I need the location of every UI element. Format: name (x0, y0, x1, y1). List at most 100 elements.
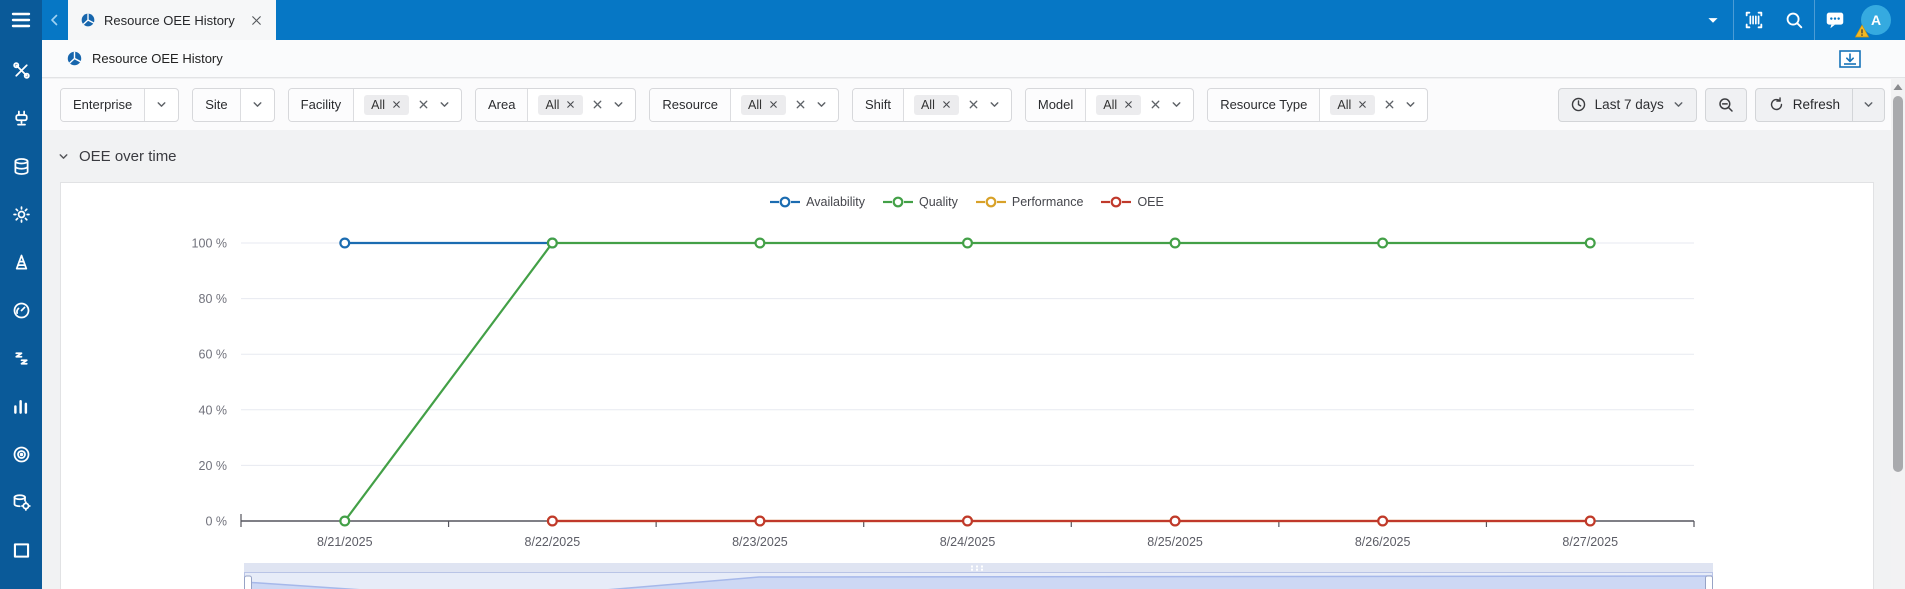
clear-filter-icon[interactable] (591, 98, 604, 111)
chevron-down-icon (815, 98, 828, 111)
filter-model[interactable]: Model All (1024, 87, 1195, 122)
page-title: Resource OEE History (92, 51, 223, 66)
pie-chart-icon (66, 50, 83, 67)
search-icon (1783, 9, 1805, 31)
filter-enterprise[interactable]: Enterprise (60, 87, 180, 122)
legend-label: Quality (918, 195, 958, 209)
legend-item-performance[interactable]: Performance (975, 195, 1084, 209)
clear-filter-icon[interactable] (417, 98, 430, 111)
target-icon (11, 444, 32, 465)
filter-label: Facility (288, 88, 355, 121)
barcode-scanner-button[interactable] (1734, 0, 1774, 40)
legend-item-oee[interactable]: OEE (1101, 195, 1164, 209)
clock-icon (1570, 96, 1587, 113)
clear-filter-icon[interactable] (967, 98, 980, 111)
sidebar-item-gauge[interactable] (0, 286, 42, 334)
sidebar-item-database-gear[interactable] (0, 478, 42, 526)
legend-item-availability[interactable]: Availability (770, 195, 865, 209)
filter-chip[interactable]: All (1096, 94, 1142, 115)
filter-resource[interactable]: Resource All (649, 87, 839, 122)
oee-line-chart[interactable]: 100 % 80 % 60 % 40 % 20 % 0 % 8/21/2025 8/22/20… (61, 211, 1875, 561)
gear-sync-icon (11, 204, 32, 225)
avatar-initial: A (1870, 12, 1882, 28)
sidebar-item-bar-chart[interactable] (0, 382, 42, 430)
legend-label: Performance (1011, 195, 1084, 209)
barcode-scanner-icon (1743, 9, 1765, 31)
open-in-panel-icon[interactable] (1839, 49, 1861, 68)
section-title: OEE over time (79, 148, 177, 165)
filter-label: Enterprise (61, 88, 146, 121)
svg-text:20 %: 20 % (199, 459, 228, 473)
clear-filter-icon[interactable] (1383, 98, 1396, 111)
sidebar-item-connector[interactable] (0, 94, 42, 142)
warning-badge-icon (1854, 23, 1870, 39)
filter-chip[interactable]: All (364, 94, 410, 115)
filter-area[interactable]: Area All (475, 87, 637, 122)
filter-site[interactable]: Site (192, 87, 275, 122)
time-range-label: Last 7 days (1594, 97, 1664, 112)
zoom-out-button[interactable] (1704, 87, 1747, 122)
sidebar-item-window[interactable] (0, 526, 42, 574)
clear-filter-icon[interactable] (794, 98, 807, 111)
legend-marker-icon (770, 196, 801, 208)
tab-title: Resource OEE History (104, 12, 235, 28)
svg-text:8/25/2025: 8/25/2025 (1147, 535, 1203, 549)
sidebar-item-layers-z[interactable] (0, 334, 42, 382)
chip-remove-icon[interactable] (1357, 99, 1368, 110)
dropdown-caret-button[interactable] (1693, 0, 1733, 40)
filter-resource-type[interactable]: Resource Type All (1207, 87, 1429, 122)
filter-toolbar: Enterprise Site Facility All Area All Resource… (42, 79, 1891, 130)
chip-label: All (748, 97, 762, 112)
chip-label: All (1337, 97, 1352, 112)
svg-text:60 %: 60 % (199, 348, 228, 362)
section-header-oee-over-time[interactable]: OEE over time (57, 148, 177, 165)
filter-chip[interactable]: All (538, 94, 584, 115)
scroll-up-arrow-icon[interactable] (1891, 79, 1905, 95)
filter-label: Model (1025, 88, 1087, 121)
sidebar-item-database[interactable] (0, 142, 42, 190)
sidebar-item-tools[interactable] (0, 46, 42, 94)
refresh-button[interactable]: Refresh (1756, 89, 1852, 121)
pie-chart-icon (80, 12, 96, 28)
chip-remove-icon[interactable] (565, 99, 576, 110)
toolbar-divider (1733, 0, 1734, 40)
sidebar-item-gear-sync[interactable] (0, 190, 42, 238)
chip-remove-icon[interactable] (768, 99, 779, 110)
sidebar-item-cone[interactable] (0, 238, 42, 286)
legend-marker-icon (975, 196, 1006, 208)
user-avatar[interactable]: A (1854, 5, 1891, 38)
filter-chip[interactable]: All (913, 94, 959, 115)
refresh-options-button[interactable] (1852, 88, 1884, 121)
filter-chip[interactable]: All (1330, 94, 1376, 115)
filter-label: Site (193, 88, 241, 121)
tab-scroll-left-icon[interactable] (42, 0, 68, 40)
tab-resource-oee-history[interactable]: Resource OEE History (68, 0, 276, 40)
chevron-down-icon (1170, 98, 1183, 111)
chip-remove-icon[interactable] (1123, 99, 1134, 110)
messages-button[interactable] (1815, 0, 1855, 40)
chevron-down-icon (1404, 98, 1417, 111)
filter-facility[interactable]: Facility All (287, 87, 463, 122)
hamburger-menu-icon[interactable] (0, 0, 42, 40)
filter-shift[interactable]: Shift All (851, 87, 1012, 122)
scrollbar-thumb[interactable] (1893, 96, 1903, 472)
filter-chip[interactable]: All (741, 94, 786, 115)
tab-close-icon[interactable] (249, 13, 264, 28)
app-sidebar (0, 0, 42, 589)
chip-remove-icon[interactable] (941, 99, 952, 110)
search-button[interactable] (1774, 0, 1814, 40)
vertical-scrollbar[interactable] (1891, 79, 1905, 589)
sidebar-item-target[interactable] (0, 430, 42, 478)
time-range-button[interactable]: Last 7 days (1557, 87, 1697, 122)
chip-label: All (920, 97, 935, 112)
chip-label: All (1103, 97, 1118, 112)
chip-label: All (371, 97, 386, 112)
svg-text:8/26/2025: 8/26/2025 (1355, 535, 1411, 549)
chip-remove-icon[interactable] (391, 99, 402, 110)
svg-text:8/27/2025: 8/27/2025 (1562, 535, 1618, 549)
chart-range-navigator[interactable] (244, 563, 1713, 589)
clear-filter-icon[interactable] (1149, 98, 1162, 111)
chart-legend: Availability Quality Performance OEE (61, 183, 1873, 209)
legend-item-quality[interactable]: Quality (882, 195, 958, 209)
svg-text:8/24/2025: 8/24/2025 (940, 535, 996, 549)
